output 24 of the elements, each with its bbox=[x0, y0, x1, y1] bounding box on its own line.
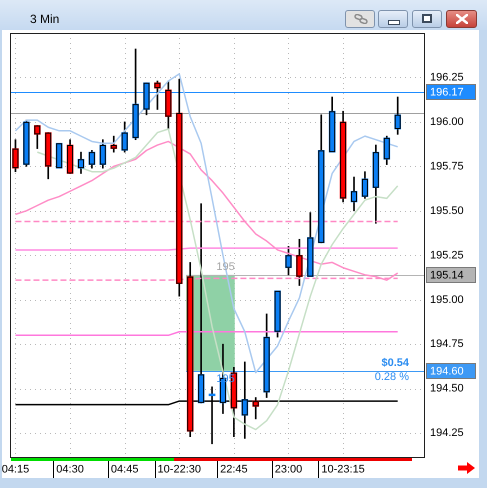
x-tick-label: 10-22:30 bbox=[158, 464, 201, 476]
y-tick-label: 194.50 bbox=[430, 382, 464, 395]
ref-line-label: 194.60 bbox=[430, 366, 464, 378]
annotation: 0.28 % bbox=[374, 370, 410, 383]
y-tick-label: 194.75 bbox=[430, 338, 464, 350]
y-tick-label: 195.25 bbox=[430, 249, 464, 262]
x-tick-label: 04:30 bbox=[56, 464, 84, 476]
y-tick-label: 195.00 bbox=[430, 294, 464, 306]
x-tick-label: 04:45 bbox=[110, 464, 138, 476]
x-tick-label: 22:45 bbox=[220, 464, 248, 476]
candlestick bbox=[56, 142, 62, 168]
x-tick-label: 23:00 bbox=[274, 464, 302, 476]
annotation: $0.54 bbox=[381, 356, 410, 369]
x-tick-label: 10-23:15 bbox=[321, 464, 365, 476]
y-tick-label: 196.25 bbox=[430, 71, 464, 84]
y-tick-label: 196.00 bbox=[430, 116, 464, 128]
y-tick-label: 195.50 bbox=[430, 204, 464, 217]
chart-title: 3 Min bbox=[30, 12, 60, 27]
x-tick-label: 04:15 bbox=[2, 464, 30, 476]
ref-line-label: 195.14 bbox=[430, 270, 464, 282]
y-tick-label: 195.75 bbox=[430, 160, 464, 172]
ref-line-label: 196.17 bbox=[430, 86, 464, 99]
y-tick-label: 194.25 bbox=[430, 427, 464, 440]
annotation: 195 bbox=[216, 372, 235, 385]
